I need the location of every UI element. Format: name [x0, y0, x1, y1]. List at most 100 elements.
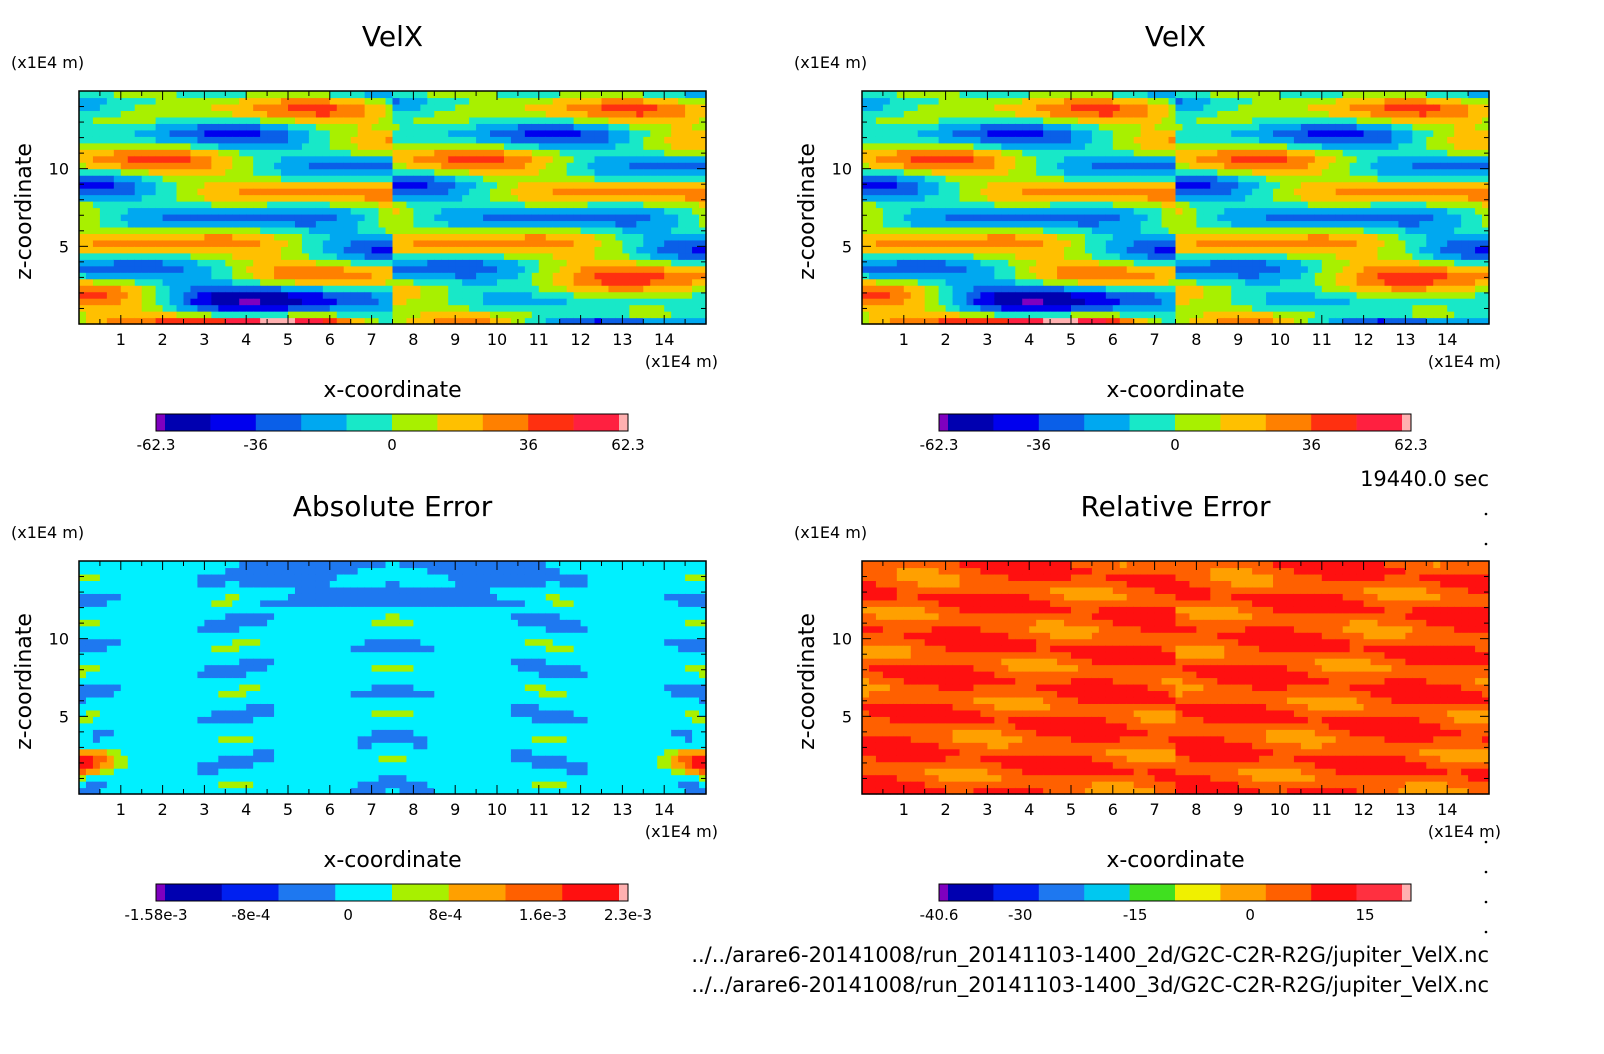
heatmap-cell: [85, 91, 94, 99]
heatmap-cell: [155, 201, 164, 209]
heatmap-cell: [113, 220, 122, 228]
heatmap-cell: [580, 91, 589, 99]
heatmap-cell: [253, 149, 261, 157]
heatmap-cell: [127, 181, 136, 189]
heatmap-cell: [924, 181, 933, 189]
heatmap-cell: [889, 168, 898, 176]
heatmap-cell: [1098, 129, 1107, 137]
heatmap-cell: [594, 285, 603, 293]
heatmap-cell: [497, 265, 505, 273]
heatmap-cell: [545, 162, 554, 170]
heatmap-cell: [994, 116, 1002, 124]
heatmap-cell: [79, 136, 87, 144]
heatmap-cell: [1008, 149, 1016, 157]
heatmap-cell: [106, 304, 115, 312]
heatmap-cell: [176, 278, 185, 286]
heatmap-cell: [281, 233, 289, 241]
heatmap-cell: [931, 91, 940, 99]
heatmap-cell: [931, 129, 940, 137]
heatmap-cell: [552, 175, 561, 183]
heatmap-cell: [455, 285, 463, 293]
heatmap-cell: [441, 272, 449, 280]
heatmap-cell: [903, 194, 912, 202]
heatmap-cell: [204, 265, 212, 273]
heatmap-cell: [671, 278, 679, 286]
heatmap-cell: [615, 226, 623, 234]
heatmap-cell: [931, 142, 940, 150]
heatmap-cell: [889, 194, 898, 202]
heatmap-cell: [197, 259, 205, 267]
heatmap-cell: [420, 162, 428, 170]
heatmap-cell: [357, 285, 366, 293]
heatmap-cell: [1036, 285, 1044, 293]
heatmap-cell: [1098, 201, 1107, 209]
heatmap-cell: [1008, 220, 1016, 228]
heatmap-cell: [1112, 278, 1121, 286]
heatmap-cell: [1077, 252, 1086, 260]
heatmap-cell: [134, 175, 143, 183]
heatmap-cell: [329, 317, 338, 325]
heatmap-cell: [1091, 304, 1100, 312]
heatmap-cell: [169, 272, 178, 280]
heatmap-cell: [448, 259, 456, 267]
heatmap-cell: [162, 103, 171, 112]
heatmap-cell: [587, 317, 596, 325]
heatmap-cell: [945, 298, 954, 306]
heatmap-cell: [106, 162, 115, 170]
heatmap-cell: [148, 110, 157, 118]
heatmap-cell: [1036, 175, 1044, 183]
heatmap-cell: [552, 207, 561, 215]
heatmap-cell: [274, 233, 282, 241]
heatmap-cell: [882, 194, 891, 202]
heatmap-cell: [862, 201, 870, 209]
heatmap-cell: [267, 246, 275, 254]
heatmap-cell: [260, 142, 268, 150]
heatmap-cell: [92, 226, 101, 234]
heatmap-cell: [966, 298, 975, 306]
heatmap-cell: [92, 142, 101, 150]
heatmap-cell: [197, 149, 205, 157]
heatmap-cell: [225, 317, 233, 325]
heatmap-cell: [92, 181, 101, 189]
heatmap-cell: [952, 207, 961, 215]
heatmap-cell: [455, 207, 463, 215]
heatmap-cell: [301, 265, 310, 273]
heatmap-cell: [559, 272, 568, 280]
heatmap-cell: [113, 285, 122, 293]
heatmap-cell: [1029, 298, 1037, 306]
heatmap-cell: [980, 155, 988, 163]
heatmap-cell: [267, 97, 275, 105]
heatmap-cell: [510, 239, 519, 247]
heatmap-cell: [1154, 239, 1163, 247]
heatmap-cell: [1077, 311, 1086, 319]
heatmap-cell: [1105, 220, 1114, 228]
heatmap-cell: [552, 220, 561, 228]
heatmap-cell: [1043, 97, 1051, 105]
heatmap-cell: [225, 168, 233, 176]
heatmap-cell: [364, 207, 373, 215]
heatmap-cell: [288, 311, 296, 319]
heatmap-cell: [315, 201, 324, 209]
heatmap-cell: [629, 213, 637, 222]
heatmap-cell: [601, 116, 610, 124]
heatmap-cell: [357, 168, 366, 176]
heatmap-cell: [253, 136, 261, 144]
heatmap-cell: [636, 298, 644, 306]
heatmap-cell: [692, 317, 700, 325]
heatmap-cell: [952, 91, 961, 99]
heatmap-cell: [973, 213, 982, 222]
heatmap-cell: [197, 162, 205, 170]
heatmap-cell: [253, 226, 261, 234]
heatmap-cell: [364, 110, 373, 118]
heatmap-cell: [650, 265, 658, 273]
heatmap-cell: [483, 233, 491, 241]
heatmap-cell: [889, 97, 898, 105]
heatmap-cell: [1119, 91, 1128, 99]
heatmap-cell: [301, 291, 310, 299]
heatmap-cell: [538, 304, 547, 312]
heatmap-cell: [315, 226, 324, 234]
heatmap-cell: [587, 194, 596, 202]
heatmap-cell: [148, 188, 157, 196]
heatmap-cell: [378, 194, 387, 202]
heatmap-cell: [1022, 291, 1030, 299]
